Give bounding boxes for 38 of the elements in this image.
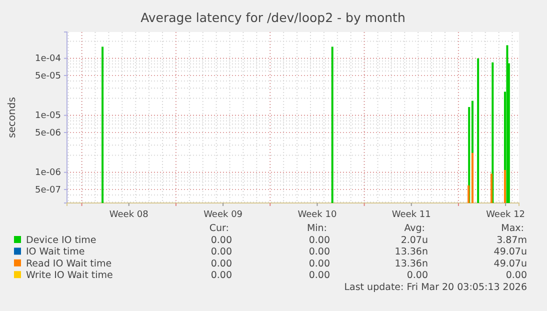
y-tick-label: 5e-05 [35, 71, 61, 82]
y-tick-label: 1e-06 [35, 168, 62, 178]
y-tick-label: 1e-04 [35, 54, 62, 64]
text: Last update: Fri Mar 20 03:05:13 2026 [344, 282, 527, 294]
legend-label: Write IO Wait time [26, 270, 114, 282]
text: 2.07u [400, 235, 428, 246]
text: Cur: [209, 223, 229, 234]
text: 49.07u [494, 258, 527, 270]
x-tick-label: Week 09 [204, 210, 243, 220]
text: 0.00 [308, 270, 330, 282]
y-tick-label: 1e-05 [35, 111, 61, 122]
text: 49.07u [494, 246, 527, 258]
text: 0.00 [210, 270, 232, 282]
text: 0.00 [308, 235, 330, 246]
y-tick-label: 5e-07 [35, 185, 61, 196]
y-axis-title: seconds [7, 97, 18, 138]
text: 0.00 [210, 246, 232, 258]
text: 0.00 [308, 258, 330, 270]
x-tick-label: Week 11 [392, 210, 431, 220]
text: Avg: [404, 223, 425, 234]
text: 0.00 [210, 258, 232, 270]
x-tick-label: Week 08 [109, 210, 149, 220]
legend-label: Device IO time [26, 235, 96, 246]
x-tick-label: Week 10 [298, 210, 337, 220]
text: 0.00 [210, 235, 232, 246]
text: 13.36n [394, 258, 428, 270]
text: 0.00 [406, 270, 428, 282]
text: Max: [501, 223, 524, 234]
chart-title: Average latency for /dev/loop2 - by month [140, 10, 406, 25]
text: 0.00 [506, 270, 527, 282]
y-tick-label: 5e-06 [35, 128, 62, 138]
text: Min: [306, 223, 327, 234]
text: 3.87m [496, 235, 527, 246]
legend-label: IO Wait time [26, 246, 85, 258]
legend-label: Read IO Wait time [26, 258, 112, 270]
text: 0.00 [308, 246, 330, 258]
x-tick-label: Week 12 [486, 210, 526, 220]
text: 13.36n [394, 246, 428, 258]
